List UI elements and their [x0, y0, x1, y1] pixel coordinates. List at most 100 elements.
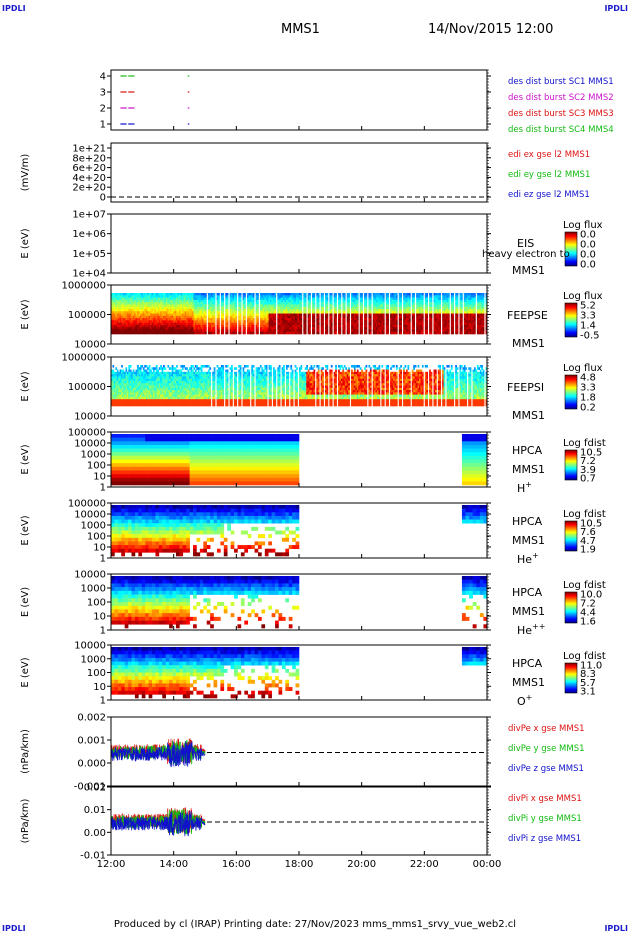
spectrogram-cell — [199, 302, 201, 305]
spectrogram-cell — [231, 311, 233, 314]
spectrogram-cell — [212, 308, 214, 312]
spectrogram-cell — [419, 320, 421, 323]
spectrogram-cell — [469, 311, 472, 314]
spectrogram-cell — [155, 295, 158, 298]
spectrogram-cell — [138, 387, 141, 391]
spectrogram-cell — [251, 331, 254, 335]
spectrogram-cell — [141, 365, 144, 368]
spectrogram-cell — [231, 324, 233, 328]
spectrogram-cell — [353, 318, 356, 321]
spectrogram-cell — [442, 295, 444, 298]
spectrogram-cell — [232, 315, 235, 319]
spectrogram-cell — [416, 293, 418, 296]
spectrogram-cell — [131, 374, 133, 377]
spectrogram-cell — [176, 385, 178, 389]
spectrogram-cell — [134, 390, 136, 393]
spectrogram-cell — [482, 297, 485, 301]
spectrogram-cell — [145, 304, 148, 307]
spectrogram-cell — [471, 304, 473, 307]
spectrogram-cell — [202, 306, 204, 310]
spectrogram-cell — [326, 295, 329, 298]
spectrogram-cell — [387, 297, 389, 301]
spectrogram-cell — [307, 329, 310, 333]
spectrogram-cell — [442, 299, 444, 303]
spectrogram-cell — [180, 322, 183, 326]
spectrogram-cell — [163, 302, 165, 305]
spectrogram-cell — [128, 392, 131, 395]
spectrogram-cell — [294, 306, 297, 310]
spectrogram-cell — [205, 322, 207, 326]
spectrogram-cell — [180, 329, 183, 333]
spectrogram-cell — [115, 401, 118, 405]
spectrogram-cell — [202, 315, 204, 319]
spectrogram-cell — [424, 322, 427, 326]
spectrogram-cell — [377, 320, 379, 323]
spectrogram-cell — [375, 320, 378, 323]
spectrogram-cell — [191, 293, 194, 296]
spectrogram-cell — [368, 331, 371, 335]
spectrogram-cell — [212, 315, 214, 319]
spectrogram-cell — [115, 403, 118, 407]
spectrogram-cell — [244, 308, 246, 312]
spectrogram-cell — [139, 304, 142, 307]
spectrogram-cell — [244, 302, 246, 305]
spectrogram-cell — [197, 313, 200, 317]
panel-frame — [110, 213, 488, 274]
spectrogram-cell — [151, 383, 154, 386]
spectrogram-cell — [193, 302, 196, 305]
spectrogram-cell — [280, 299, 282, 303]
spectrogram-cell — [171, 331, 174, 335]
spectrogram-cell — [473, 295, 476, 298]
spectrogram-cell — [142, 320, 145, 323]
spectrogram-cell — [442, 304, 444, 307]
spectrogram-cell — [294, 315, 297, 319]
spectrogram-cell — [145, 322, 148, 326]
spectrogram-cell — [443, 299, 446, 303]
spectrogram-cell — [288, 308, 291, 312]
spectrogram-cell — [249, 327, 252, 330]
spectrogram-cell — [225, 302, 227, 305]
spectrogram-cell — [177, 322, 180, 326]
spectrogram-cell — [209, 299, 212, 303]
spectrogram-cell — [377, 327, 379, 330]
spectrogram-cell — [176, 327, 178, 330]
spectrogram-cell — [249, 322, 252, 326]
spectrogram-cell — [164, 322, 167, 326]
spectrogram-cell — [152, 401, 155, 405]
spectrogram-cell — [135, 380, 138, 384]
spectrogram-cell — [278, 313, 281, 317]
spectrogram-cell — [197, 324, 200, 328]
spectrogram-cell — [265, 324, 268, 328]
spectrogram-cell — [277, 331, 280, 335]
spectrogram-cell — [398, 311, 401, 314]
spectrogram-cell — [296, 304, 298, 307]
spectrogram-cell — [466, 311, 469, 314]
spectrogram-cell — [463, 331, 466, 335]
spectrogram-cell — [262, 327, 265, 330]
spectrogram-cell — [158, 385, 161, 389]
spectrogram-cell — [137, 299, 139, 303]
spectrogram-cell — [407, 311, 410, 314]
spectrogram-cell — [178, 313, 181, 317]
spectrogram-cell — [361, 327, 363, 330]
spectrogram-cell — [111, 297, 113, 301]
spectrogram-cell — [144, 390, 147, 393]
spectrogram-cell — [235, 311, 238, 314]
spectrogram-cell — [218, 331, 220, 335]
spectrogram-cell — [170, 329, 173, 333]
spectrogram-cell — [128, 396, 131, 400]
spectrogram-cell — [181, 371, 184, 375]
spectrogram-cell — [450, 304, 453, 307]
spectrogram-cell — [326, 318, 329, 321]
spectrogram-cell — [112, 403, 115, 407]
spectrogram-cell — [264, 313, 267, 317]
spectrogram-cell — [165, 390, 168, 393]
spectrogram-cell — [183, 385, 186, 389]
spectrogram-cell — [216, 293, 219, 296]
spectrogram-cell — [312, 306, 314, 310]
spectrogram-cell — [320, 318, 323, 321]
spectrogram-cell — [148, 318, 151, 321]
spectrogram-cell — [226, 315, 229, 319]
spectrogram-cell — [165, 318, 168, 321]
spectrogram-cell — [183, 322, 186, 326]
